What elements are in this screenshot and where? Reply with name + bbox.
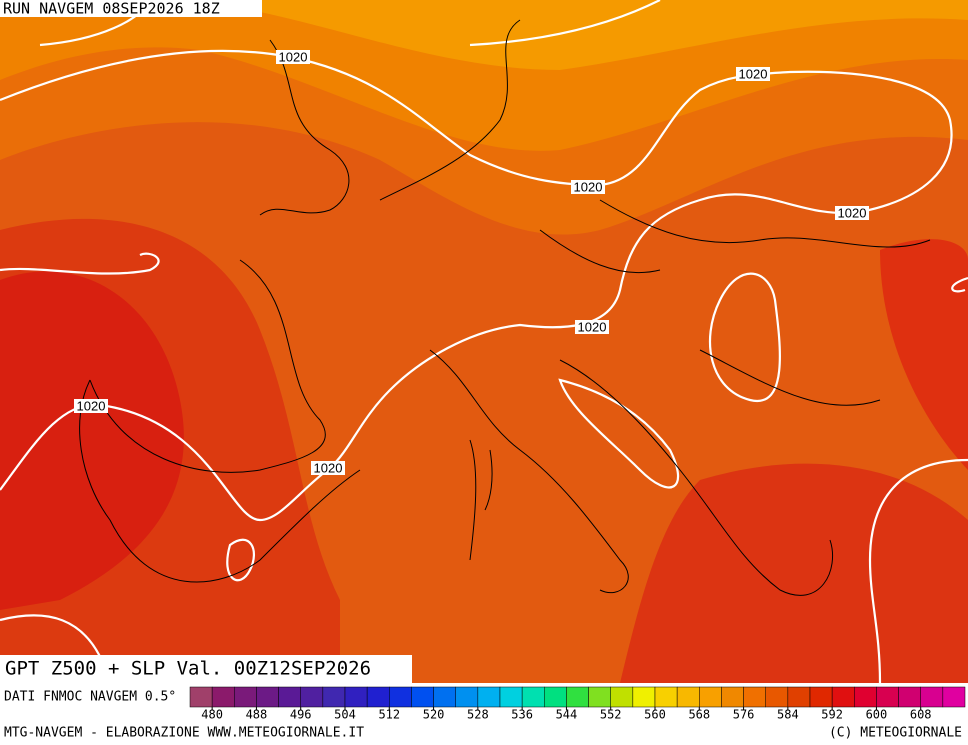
tick-label: 536 [511,708,533,722]
color-swatch [588,686,611,708]
isobar-label-box [74,399,108,413]
isobar-labels: 1020 1020 1020 1020 1020 1020 1020 [74,49,869,475]
isobar-label-box [571,180,605,194]
height-band [620,463,968,683]
isobar-label-box [575,320,609,334]
isobar-label: 1020 [574,179,603,194]
color-swatch [344,686,368,708]
tick-label: 528 [467,708,489,722]
tick-label: 560 [644,708,666,722]
color-swatch [256,686,279,708]
color-swatch [632,686,656,708]
tick-label: 552 [600,708,622,722]
caption-box [0,655,412,683]
height-band [0,271,184,610]
tick-label: 504 [334,708,356,722]
color-swatch [765,686,789,708]
color-swatch [876,686,899,708]
tick-label: 608 [910,708,932,722]
color-swatch [477,686,501,708]
isobar-label-box [736,67,770,81]
color-swatch [211,686,235,708]
tick-label: 512 [378,708,400,722]
tick-label: 496 [290,708,312,722]
map-caption: GPT Z500 + SLP Val. 00Z12SEP2026 [5,658,371,680]
isobar-label: 1020 [314,460,343,475]
height-band [880,239,968,470]
tick-label: 480 [201,708,223,722]
coastlines [79,19,931,596]
source-label: DATI FNMOC NAVGEM 0.5° [4,690,176,705]
color-swatch [322,686,346,708]
tick-label: 488 [246,708,268,722]
color-swatch [809,686,833,708]
color-swatch [278,686,301,708]
tick-label: 568 [688,708,710,722]
footer-left: MTG-NAVGEM - ELABORAZIONE WWW.METEOGIORN… [4,726,364,741]
color-bar: 480 488 496 504 512 520 528 536 544 552 560 568 576 5… [189,686,966,722]
color-swatch [521,686,545,708]
color-swatch [654,686,678,708]
color-swatch [831,686,855,708]
isobar-label: 1020 [578,319,607,334]
color-swatch [566,686,589,708]
tick-label: 600 [866,708,888,722]
footer-right: (C) METEOGIORNALE [829,726,962,741]
color-swatch [610,686,634,708]
color-swatch [433,686,456,708]
color-swatch [234,686,257,708]
color-swatch [389,686,412,708]
isobar-label-box [276,50,310,64]
tick-label: 592 [821,708,843,722]
tick-label: 584 [777,708,799,722]
run-title: RUN NAVGEM 08SEP2026 18Z [3,0,220,18]
color-swatch [300,686,324,708]
height-band [100,0,968,70]
color-swatch [544,686,567,708]
color-swatch [898,686,921,708]
color-swatch [455,686,479,708]
tick-label: 544 [556,708,578,722]
color-swatch [499,686,523,708]
color-swatch [366,686,390,708]
isobar-label-box [835,206,869,220]
tick-label: 576 [733,708,755,722]
isobar-label: 1020 [838,205,867,220]
color-swatch [411,686,434,708]
color-swatch [676,686,700,708]
isobar-label: 1020 [739,66,768,81]
color-swatch [942,686,966,708]
map [0,0,968,684]
color-swatch [743,686,766,708]
color-swatch [699,686,722,708]
isobar-label: 1020 [279,49,308,64]
title-box [0,0,262,17]
color-swatch [787,686,811,708]
color-swatch [920,686,944,708]
color-swatch [721,686,744,708]
color-swatch [854,686,877,708]
color-swatch [189,686,213,708]
tick-label: 520 [423,708,445,722]
isobar-label-box [311,461,345,475]
isobar-label: 1020 [77,398,106,413]
